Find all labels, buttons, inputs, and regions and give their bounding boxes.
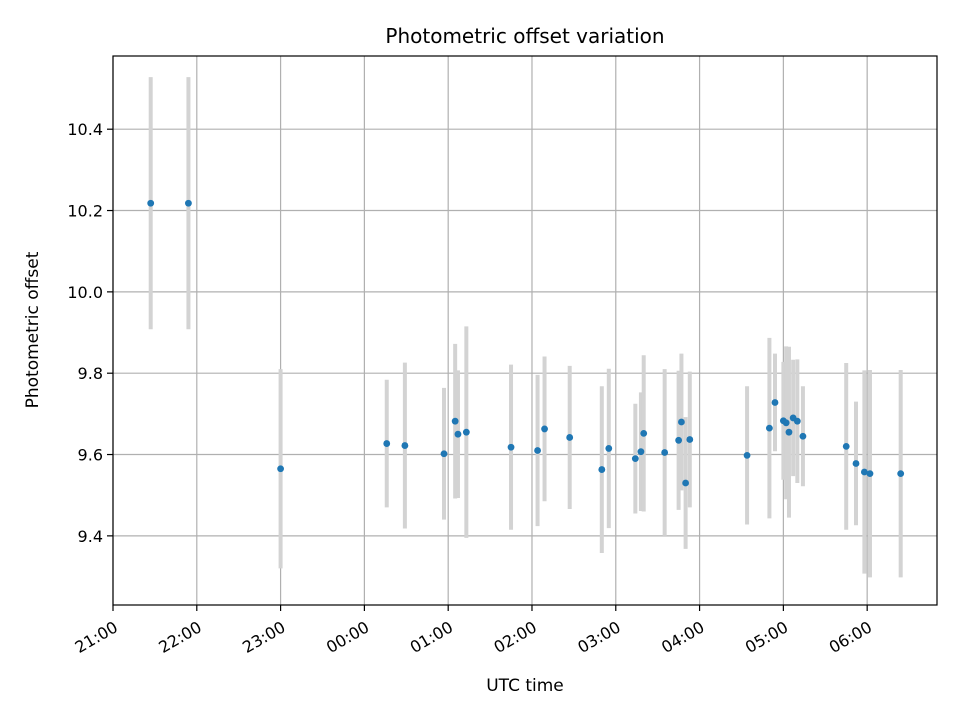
data-point (462, 428, 470, 436)
data-point (766, 424, 773, 432)
y-tick-label: 9.6 (78, 446, 103, 465)
data-point (566, 434, 574, 441)
data-point (675, 436, 683, 444)
data-point (383, 440, 391, 447)
data-point (451, 417, 459, 425)
y-tick-label: 9.4 (78, 527, 103, 546)
data-point (541, 425, 548, 433)
data-point (277, 465, 284, 473)
data-points (147, 199, 905, 487)
y-tick-label: 10.0 (67, 283, 103, 302)
data-point (534, 447, 541, 454)
data-point (605, 445, 613, 452)
data-point (793, 417, 801, 425)
data-point (640, 429, 648, 437)
data-point (147, 199, 155, 207)
data-point (743, 451, 751, 459)
y-tick-label: 9.8 (78, 364, 103, 383)
data-point (631, 455, 639, 462)
data-point (507, 443, 515, 451)
data-point (637, 448, 645, 456)
data-point (682, 479, 690, 487)
data-point (842, 443, 850, 450)
data-point (785, 428, 793, 436)
y-axis-ticks: 9.4 9.6 9.8 10.0 10.2 10.4 (67, 120, 113, 546)
y-tick-label: 10.4 (67, 120, 103, 139)
data-point (440, 450, 448, 458)
data-point (866, 470, 874, 478)
data-point (799, 432, 807, 440)
data-point (661, 449, 669, 456)
data-point (860, 468, 868, 476)
x-axis-label: UTC time (486, 676, 564, 696)
y-axis-label: Photometric offset (23, 251, 43, 408)
y-tick-label: 10.2 (67, 202, 103, 221)
data-point (678, 418, 685, 426)
data-point (401, 442, 409, 449)
data-point (852, 460, 860, 467)
data-point (598, 466, 606, 473)
plot-frame (112, 55, 938, 606)
data-point (771, 399, 779, 406)
data-point (686, 436, 694, 443)
grid-lines (112, 56, 937, 605)
data-point (185, 199, 192, 207)
data-point (897, 470, 905, 478)
chart-title: Photometric offset variation (385, 24, 664, 48)
data-point (454, 430, 462, 438)
data-point (782, 419, 790, 427)
